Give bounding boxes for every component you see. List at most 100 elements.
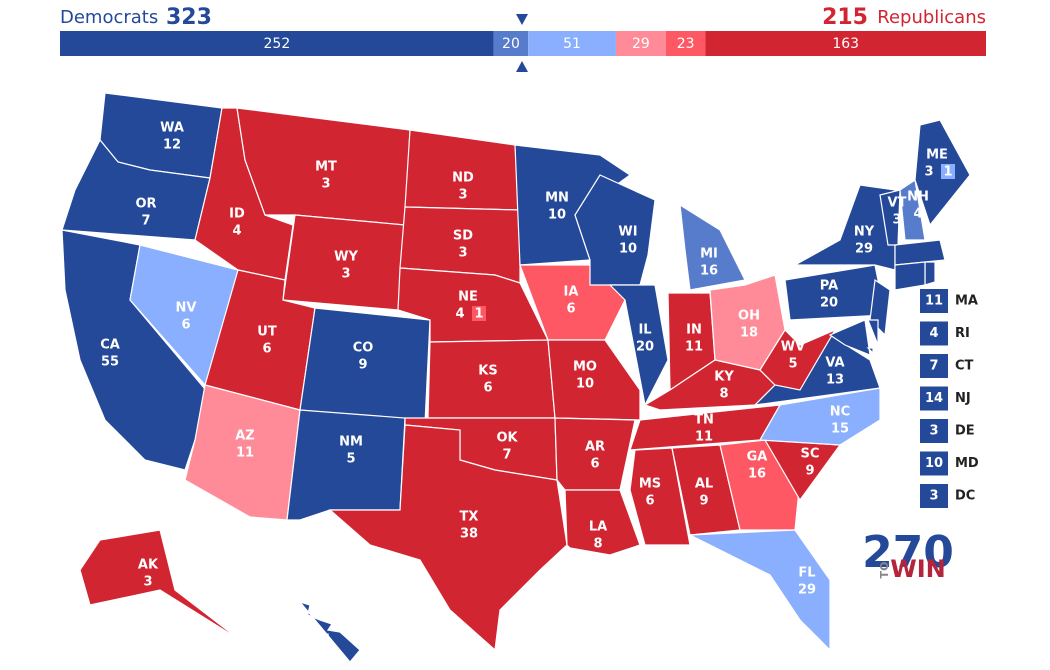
state-ev: 10: [548, 208, 566, 223]
state-ev: 20: [636, 340, 654, 355]
state-ev: 4: [317, 650, 326, 665]
state-shape: [297, 600, 361, 663]
small-state-abbr: DC: [955, 489, 975, 504]
state-abbr: CO: [353, 341, 374, 356]
small-state-box: [920, 419, 948, 443]
state-abbr: ID: [229, 207, 245, 222]
dem-total: 323: [166, 5, 212, 30]
bar-segment-label: 252: [264, 36, 291, 52]
state-abbr: LA: [589, 520, 607, 535]
state-ev: 6: [566, 302, 575, 317]
state-ev: 4: [913, 207, 922, 222]
state-shape: [866, 347, 874, 355]
state-shape: [828, 319, 871, 356]
bar-segment-label: 20: [502, 36, 520, 52]
state-abbr: TN: [694, 413, 714, 428]
dem-label: Democrats: [60, 7, 158, 28]
state-abbr: OR: [135, 197, 156, 212]
state-abbr: MI: [700, 247, 718, 262]
small-state-ev: 3: [929, 489, 938, 504]
bar-segment: [528, 31, 616, 56]
state-ev: 9: [358, 358, 367, 373]
state-shape: [547, 339, 641, 421]
state-abbr: UT: [257, 325, 277, 340]
state-abbr: HI: [314, 633, 330, 648]
state-abbr: MN: [545, 191, 569, 206]
state-abbr: NE: [458, 290, 478, 305]
district-ev: 1: [474, 307, 483, 322]
district-box: [941, 164, 955, 179]
small-state-ev: 4: [929, 326, 938, 341]
state-abbr: KY: [714, 370, 734, 385]
state-abbr: NV: [176, 301, 197, 316]
state-ev: 9: [805, 464, 814, 479]
bar-segment-label: 23: [677, 36, 695, 52]
state-abbr: NY: [854, 225, 875, 240]
state-shape: [759, 387, 881, 446]
state-shape: [759, 328, 837, 391]
district-box: [472, 306, 486, 321]
state-ev: 55: [101, 355, 119, 370]
state-ev: 6: [590, 457, 599, 472]
state-shape: [899, 178, 926, 241]
state-shape: [894, 261, 926, 291]
state-ev: 8: [593, 537, 602, 552]
state-abbr: PA: [820, 279, 838, 294]
state-ev: 3: [892, 213, 901, 228]
state-abbr: CA: [100, 338, 120, 353]
state-ev: 12: [163, 138, 181, 153]
state-ev: 16: [748, 467, 766, 482]
state-abbr: OH: [738, 309, 760, 324]
state-shape: [894, 239, 946, 266]
logo-to: TO: [878, 562, 891, 579]
state-ev: 4: [455, 307, 464, 322]
state-ev: 6: [181, 318, 190, 333]
state-abbr: TX: [460, 510, 479, 525]
small-state-ev: 7: [929, 359, 938, 374]
state-abbr: AK: [138, 558, 159, 573]
state-ev: 16: [700, 264, 718, 279]
small-state-box: [920, 451, 948, 476]
state-abbr: IL: [638, 323, 651, 338]
state-shape: [79, 529, 241, 641]
state-ev: 6: [483, 381, 492, 396]
rep-total: 215: [822, 5, 868, 30]
state-ev: 11: [236, 446, 254, 461]
state-abbr: FL: [798, 566, 815, 581]
state-abbr: AL: [695, 477, 713, 492]
small-state-abbr: DE: [955, 424, 975, 439]
state-abbr: NC: [830, 405, 850, 420]
small-state-box: [920, 321, 948, 346]
state-shape: [564, 489, 641, 556]
bar-segment-label: 163: [832, 36, 859, 52]
state-abbr: NM: [339, 435, 363, 450]
small-state-box: [920, 484, 948, 508]
state-ev: 6: [645, 494, 654, 509]
state-ev: 10: [576, 377, 594, 392]
bar-segment: [615, 31, 666, 56]
state-abbr: VA: [825, 356, 844, 371]
state-abbr: MO: [573, 360, 597, 375]
state-abbr: SD: [453, 229, 473, 244]
state-abbr: IA: [564, 285, 579, 300]
district-ev: 1: [943, 165, 952, 180]
logo-number: 270: [862, 527, 954, 578]
state-ev: 18: [740, 326, 758, 341]
state-ev: 8: [719, 387, 728, 402]
state-ev: 5: [346, 452, 355, 467]
state-abbr: SC: [801, 447, 820, 462]
state-abbr: GA: [747, 450, 768, 465]
small-state-ev: 3: [929, 424, 938, 439]
rep-label: Republicans: [877, 7, 986, 28]
state-shape: [629, 447, 691, 546]
state-ev: 3: [341, 267, 350, 282]
state-ev: 4: [232, 224, 241, 239]
state-ev: 15: [831, 422, 849, 437]
state-shape: [792, 184, 896, 271]
state-shape: [574, 174, 656, 286]
small-state-abbr: RI: [955, 326, 970, 341]
small-state-ev: 11: [925, 294, 943, 309]
state-abbr: AR: [585, 440, 605, 455]
state-ev: 5: [788, 357, 797, 372]
